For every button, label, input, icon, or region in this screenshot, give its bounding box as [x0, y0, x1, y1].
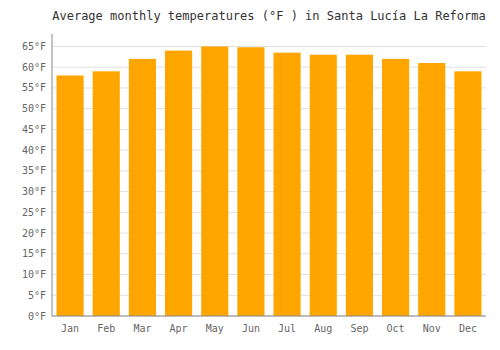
grid-line — [52, 316, 486, 317]
chart-svg: Average monthly temperatures (°F ) in Sa… — [0, 0, 500, 350]
y-tick-label: 30°F — [22, 186, 46, 197]
x-tick-label: Feb — [97, 323, 115, 334]
y-axis-line — [52, 34, 53, 316]
bar — [201, 46, 228, 316]
x-tick-label: Jul — [278, 323, 296, 334]
x-axis-line — [52, 316, 486, 317]
bar — [129, 59, 156, 316]
chart-container: Average monthly temperatures (°F ) in Sa… — [0, 0, 500, 350]
y-tick-label: 60°F — [22, 62, 46, 73]
chart-title: Average monthly temperatures (°F ) in Sa… — [52, 9, 485, 23]
x-tick-label: Oct — [387, 323, 405, 334]
x-tick-label: Mar — [133, 323, 151, 334]
y-tick-label: 50°F — [22, 103, 46, 114]
bar — [93, 71, 120, 316]
grid-line — [52, 46, 486, 47]
y-tick-label: 40°F — [22, 145, 46, 156]
x-tick-label: Apr — [170, 323, 188, 334]
bar — [346, 55, 373, 316]
x-tick-label: Dec — [459, 323, 477, 334]
x-tick-label: Aug — [314, 323, 332, 334]
bar — [57, 75, 84, 316]
bar — [165, 51, 192, 316]
bar — [310, 55, 337, 316]
bar — [274, 53, 301, 316]
y-tick-label: 25°F — [22, 207, 46, 218]
y-tick-label: 10°F — [22, 269, 46, 280]
bar — [382, 59, 409, 316]
x-tick-label: Nov — [423, 323, 441, 334]
y-tick-label: 15°F — [22, 248, 46, 259]
y-tick-label: 0°F — [28, 311, 46, 322]
x-tick-label: May — [206, 323, 224, 334]
x-tick-label: Jan — [61, 323, 79, 334]
x-tick-label: Sep — [350, 323, 368, 334]
y-tick-label: 20°F — [22, 228, 46, 239]
grid — [52, 46, 486, 316]
y-tick-label: 35°F — [22, 165, 46, 176]
y-tick-label: 65°F — [22, 41, 46, 52]
bar — [454, 71, 481, 316]
bar — [237, 47, 264, 316]
bars — [57, 46, 482, 316]
y-tick-label: 45°F — [22, 124, 46, 135]
y-tick-label: 5°F — [28, 290, 46, 301]
x-tick-label: Jun — [242, 323, 260, 334]
bar — [418, 63, 445, 316]
y-tick-label: 55°F — [22, 82, 46, 93]
